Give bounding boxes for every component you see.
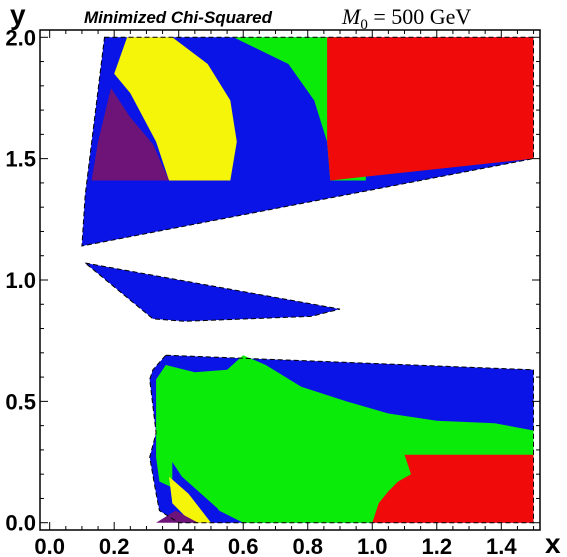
x-tick-label-1.2: 1.2 xyxy=(421,534,452,557)
x-axis-label: x xyxy=(545,528,561,557)
subtitle-subscript: 0 xyxy=(360,17,368,33)
subtitle-symbol: M xyxy=(341,4,362,29)
x-tick-label-0.2: 0.2 xyxy=(99,534,130,557)
chart-subtitle: M0 = 500 GeV xyxy=(341,4,471,33)
y-axis-label: y xyxy=(10,0,26,30)
y-tick-label-1.0: 1.0 xyxy=(5,268,36,293)
axis-ticks: 0.0 0.2 0.4 0.6 0.8 1.0 1.2 1.4 0.0 0.5 1.0 1.5 2.0 xyxy=(5,25,540,557)
chart-title: Minimized Chi-Squared xyxy=(84,8,273,27)
y-tick-label-2.0: 2.0 xyxy=(5,25,36,50)
region-blue-5 xyxy=(85,263,340,322)
region-boundary-6 xyxy=(149,354,534,524)
region-red-8 xyxy=(372,454,534,523)
subtitle-value: = 500 GeV xyxy=(368,4,472,29)
region-purple-11 xyxy=(156,510,199,523)
x-tick-label-0.8: 0.8 xyxy=(292,534,323,557)
y-tick-label-1.5: 1.5 xyxy=(5,147,36,172)
x-tick-label-0.6: 0.6 xyxy=(228,534,259,557)
region-boundary-0 xyxy=(81,36,534,247)
color-regions xyxy=(81,37,534,523)
region-yellow-10 xyxy=(169,476,211,523)
x-tick-label-0.4: 0.4 xyxy=(163,534,194,557)
x-tick-label-1.4: 1.4 xyxy=(486,534,517,557)
region-red-2 xyxy=(327,37,534,181)
region-purple-4 xyxy=(91,88,169,181)
y-tick-label-0.0: 0.0 xyxy=(5,511,36,536)
region-yellow-3 xyxy=(114,37,237,181)
x-tick-label-0.0: 0.0 xyxy=(34,534,65,557)
x-tick-label-1.0: 1.0 xyxy=(357,534,388,557)
region-boundaries xyxy=(81,36,534,524)
y-tick-label-0.5: 0.5 xyxy=(5,389,36,414)
